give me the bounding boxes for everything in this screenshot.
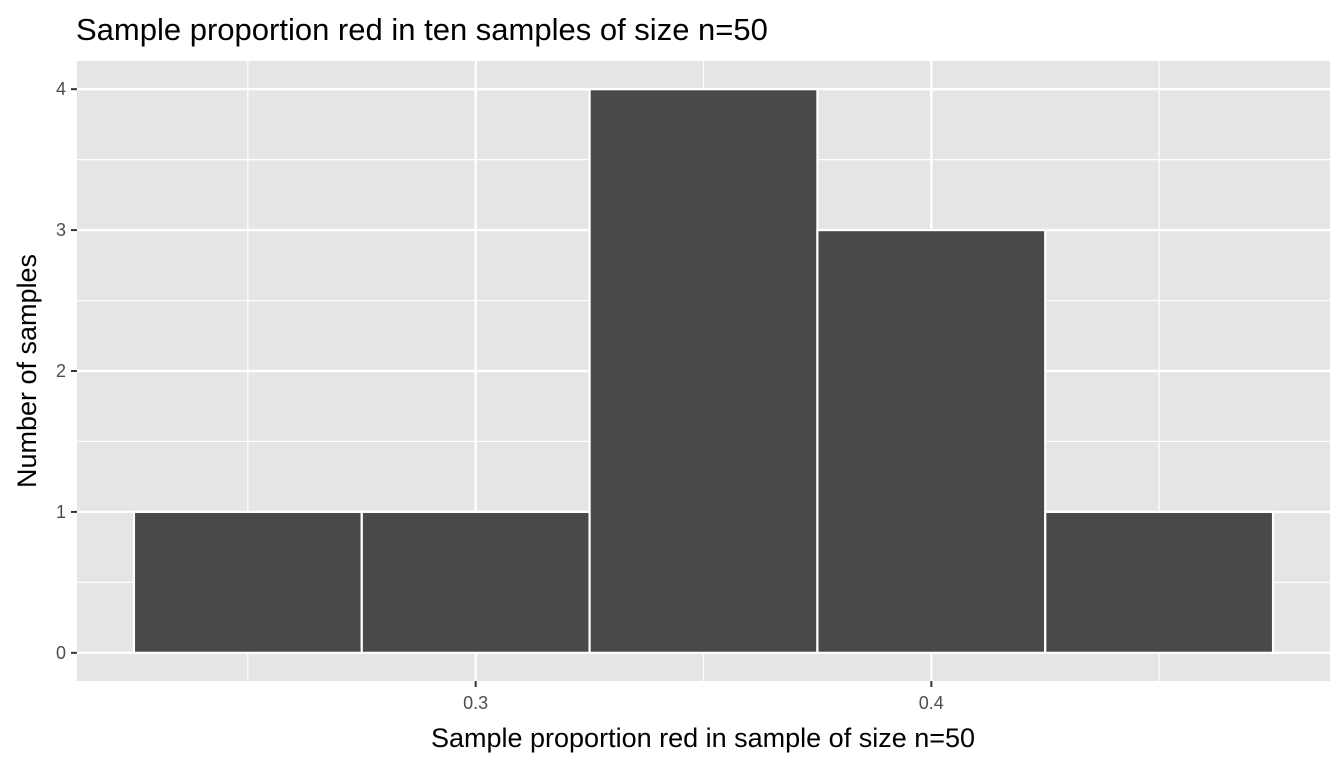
- histogram-bar: [360, 510, 591, 654]
- x-tick-label: 0.4: [919, 693, 944, 713]
- histogram-bar: [1044, 510, 1275, 654]
- y-tick-label: 2: [56, 361, 66, 381]
- y-tick-label: 4: [56, 79, 66, 99]
- histogram-bar: [588, 88, 819, 654]
- y-tick-label: 0: [56, 643, 66, 663]
- x-tick-label: 0.3: [463, 693, 488, 713]
- histogram-bar: [816, 228, 1047, 654]
- x-axis-title: Sample proportion red in sample of size …: [431, 723, 975, 753]
- histogram-bar: [132, 510, 363, 654]
- histogram-bars: [132, 88, 1275, 654]
- y-tick-label: 3: [56, 220, 66, 240]
- y-axis: 0 1 2 3 4: [56, 79, 77, 663]
- y-axis-title: Number of samples: [12, 254, 42, 488]
- chart-title: Sample proportion red in ten samples of …: [76, 12, 768, 47]
- x-axis: 0.3 0.4: [463, 681, 944, 713]
- y-tick-label: 1: [56, 502, 66, 522]
